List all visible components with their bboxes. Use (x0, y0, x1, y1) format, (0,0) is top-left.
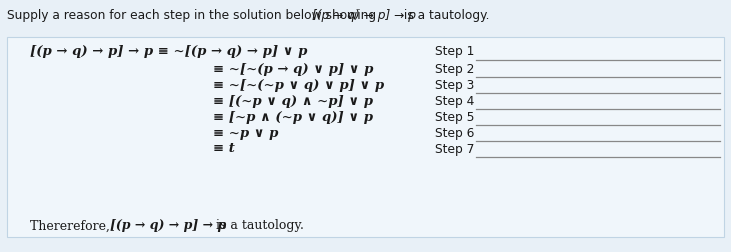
Text: Step 5: Step 5 (435, 110, 474, 123)
Text: ≡ t: ≡ t (213, 142, 235, 155)
Text: is a tautology.: is a tautology. (212, 219, 304, 233)
Text: Step 6: Step 6 (435, 127, 474, 140)
Text: Step 2: Step 2 (435, 62, 474, 76)
Text: is a tautology.: is a tautology. (400, 9, 490, 22)
Text: Supply a reason for each step in the solution below showing: Supply a reason for each step in the sol… (7, 9, 380, 22)
Text: [(p → q) → p] → p: [(p → q) → p] → p (312, 9, 416, 22)
Text: ≡ ~[~(p → q) ∨ p] ∨ p: ≡ ~[~(p → q) ∨ p] ∨ p (213, 62, 374, 76)
Text: Step 4: Step 4 (435, 94, 474, 108)
Text: Step 1: Step 1 (435, 46, 474, 58)
FancyBboxPatch shape (7, 37, 724, 237)
Text: ≡ ~p ∨ p: ≡ ~p ∨ p (213, 127, 279, 140)
Text: Step 3: Step 3 (435, 79, 474, 91)
Text: ≡ ~[~(~p ∨ q) ∨ p] ∨ p: ≡ ~[~(~p ∨ q) ∨ p] ∨ p (213, 79, 384, 91)
Text: ≡ [(~p ∨ q) ∧ ~p] ∨ p: ≡ [(~p ∨ q) ∧ ~p] ∨ p (213, 94, 373, 108)
Text: Step 7: Step 7 (435, 142, 474, 155)
Text: [(p → q) → p] → p ≡ ~[(p → q) → p] ∨ p: [(p → q) → p] → p ≡ ~[(p → q) → p] ∨ p (30, 46, 307, 58)
Text: [(p → q) → p] → p: [(p → q) → p] → p (110, 219, 227, 233)
Text: Thererefore,: Thererefore, (30, 219, 114, 233)
Text: ≡ [~p ∧ (~p ∨ q)] ∨ p: ≡ [~p ∧ (~p ∨ q)] ∨ p (213, 110, 373, 123)
